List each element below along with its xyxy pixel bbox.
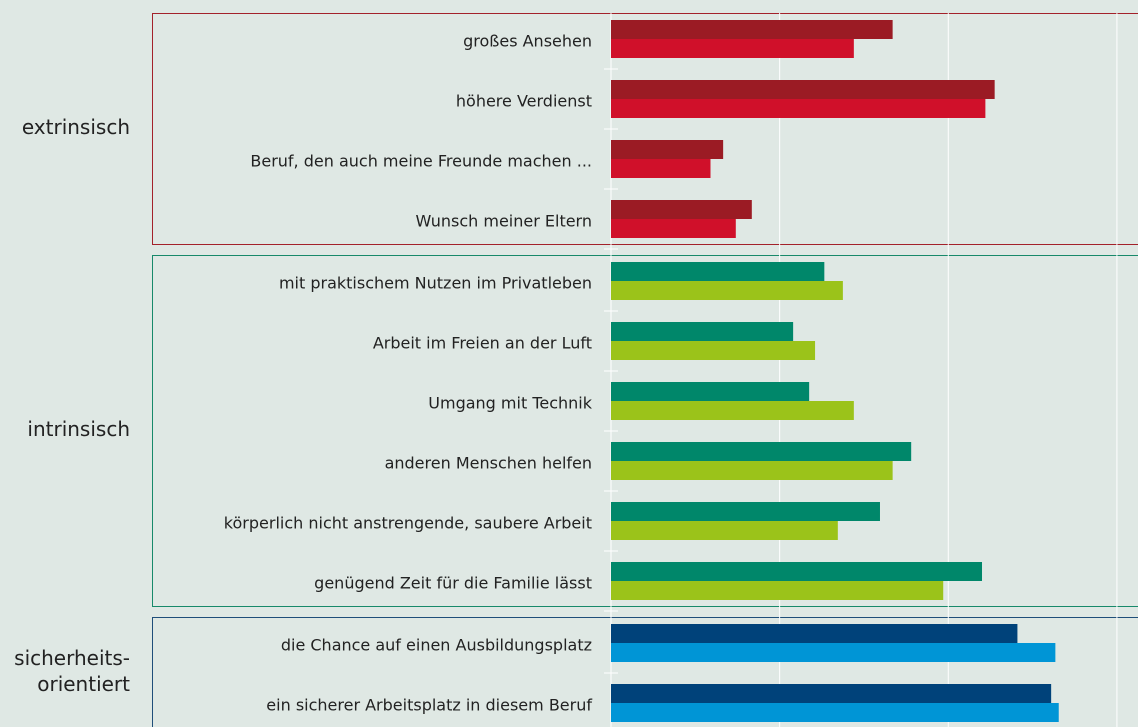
group-box xyxy=(152,617,1138,727)
group-box xyxy=(152,255,1138,607)
category-label: Wunsch meiner Eltern xyxy=(415,212,592,231)
bar xyxy=(611,341,816,360)
bar xyxy=(611,80,995,99)
bar xyxy=(611,382,810,401)
category-label: Arbeit im Freien an der Luft xyxy=(373,334,592,353)
bar xyxy=(611,200,752,219)
bar xyxy=(611,159,711,178)
category-label: die Chance auf einen Ausbildungsplatz xyxy=(281,636,592,655)
bar xyxy=(611,20,893,39)
category-label: höhere Verdienst xyxy=(456,92,592,111)
bar xyxy=(611,322,794,341)
group-label: orientiert xyxy=(37,672,130,696)
bar xyxy=(611,401,854,420)
category-label: körperlich nicht anstrengende, saubere A… xyxy=(224,514,592,533)
bar xyxy=(611,140,724,159)
bar xyxy=(611,703,1059,722)
group-box xyxy=(152,13,1138,245)
category-label: anderen Menschen helfen xyxy=(385,454,592,473)
category-label: Umgang mit Technik xyxy=(428,394,592,413)
group-label: extrinsisch xyxy=(22,115,130,139)
group-label: sicherheits- xyxy=(14,646,130,670)
bar xyxy=(611,442,912,461)
bar xyxy=(611,521,838,540)
bar xyxy=(611,581,944,600)
bar xyxy=(611,219,736,238)
category-label: mit praktischem Nutzen im Privatleben xyxy=(279,274,592,293)
bar xyxy=(611,461,893,480)
bar xyxy=(611,562,983,581)
bar xyxy=(611,643,1056,662)
bar xyxy=(611,502,880,521)
category-label: Beruf, den auch meine Freunde machen ... xyxy=(250,152,592,171)
bar xyxy=(611,262,825,281)
bar xyxy=(611,684,1052,703)
category-label: ein sicherer Arbeitsplatz in diesem Beru… xyxy=(266,696,592,715)
bar xyxy=(611,281,843,300)
group-label: intrinsisch xyxy=(27,417,130,441)
bar xyxy=(611,99,986,118)
bar xyxy=(611,39,854,58)
bar xyxy=(611,624,1018,643)
category-label: genügend Zeit für die Familie lässt xyxy=(314,574,592,593)
category-label: großes Ansehen xyxy=(463,32,592,51)
